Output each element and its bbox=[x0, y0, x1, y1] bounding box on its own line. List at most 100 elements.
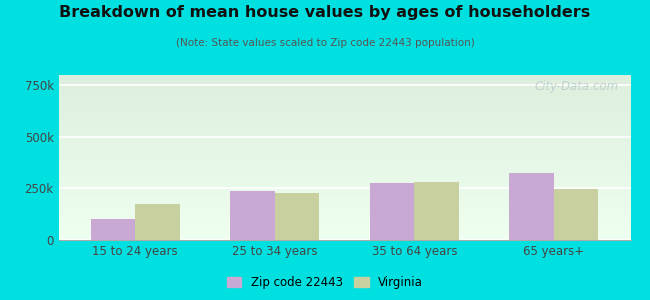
Bar bbox=[58, 96, 630, 97]
Bar bbox=[135, 204, 180, 240]
Bar bbox=[58, 189, 630, 190]
Bar bbox=[58, 181, 630, 182]
Bar bbox=[58, 89, 630, 90]
Bar bbox=[58, 147, 630, 148]
Bar bbox=[58, 225, 630, 226]
Bar bbox=[58, 221, 630, 222]
Bar bbox=[58, 100, 630, 101]
Bar bbox=[58, 220, 630, 221]
Bar bbox=[58, 192, 630, 193]
Bar bbox=[58, 183, 630, 184]
Bar bbox=[58, 93, 630, 94]
Bar bbox=[58, 158, 630, 159]
Bar bbox=[58, 75, 630, 76]
Bar bbox=[58, 80, 630, 81]
Text: (Note: State values scaled to Zip code 22443 population): (Note: State values scaled to Zip code 2… bbox=[176, 38, 474, 47]
Bar bbox=[58, 222, 630, 223]
Bar bbox=[58, 88, 630, 89]
Bar bbox=[58, 149, 630, 150]
Bar bbox=[58, 78, 630, 79]
Bar bbox=[58, 134, 630, 135]
Bar bbox=[58, 86, 630, 87]
Bar bbox=[58, 223, 630, 224]
Bar bbox=[58, 105, 630, 106]
Bar bbox=[58, 188, 630, 189]
Bar bbox=[58, 185, 630, 186]
Bar bbox=[58, 177, 630, 178]
Bar bbox=[58, 82, 630, 83]
Bar bbox=[58, 143, 630, 144]
Bar bbox=[58, 111, 630, 112]
Bar bbox=[58, 152, 630, 153]
Bar bbox=[554, 190, 599, 240]
Bar bbox=[58, 138, 630, 139]
Bar bbox=[58, 130, 630, 131]
Bar bbox=[58, 171, 630, 172]
Bar bbox=[58, 186, 630, 187]
Bar bbox=[58, 210, 630, 211]
Bar bbox=[58, 228, 630, 229]
Bar bbox=[58, 213, 630, 214]
Bar bbox=[58, 203, 630, 204]
Bar bbox=[58, 159, 630, 160]
Bar bbox=[58, 179, 630, 180]
Bar bbox=[58, 176, 630, 177]
Bar bbox=[58, 129, 630, 130]
Bar bbox=[58, 76, 630, 77]
Bar bbox=[58, 131, 630, 132]
Bar bbox=[58, 182, 630, 183]
Bar bbox=[58, 156, 630, 157]
Bar bbox=[58, 199, 630, 200]
Bar bbox=[58, 114, 630, 115]
Bar bbox=[58, 119, 630, 120]
Bar bbox=[58, 164, 630, 165]
Bar bbox=[58, 239, 630, 240]
Bar bbox=[414, 182, 459, 240]
Bar bbox=[58, 151, 630, 152]
Bar bbox=[58, 173, 630, 174]
Bar bbox=[58, 167, 630, 168]
Bar bbox=[58, 87, 630, 88]
Bar bbox=[58, 232, 630, 233]
Bar bbox=[58, 122, 630, 123]
Bar bbox=[58, 99, 630, 100]
Bar bbox=[58, 165, 630, 166]
Bar bbox=[58, 205, 630, 206]
Bar bbox=[58, 230, 630, 231]
Bar bbox=[58, 198, 630, 199]
Bar bbox=[58, 140, 630, 141]
Bar bbox=[58, 109, 630, 110]
Bar bbox=[58, 120, 630, 121]
Bar bbox=[58, 113, 630, 114]
Bar bbox=[58, 215, 630, 216]
Bar bbox=[58, 195, 630, 196]
Bar bbox=[58, 117, 630, 118]
Bar bbox=[58, 121, 630, 122]
Bar bbox=[58, 163, 630, 164]
Bar bbox=[58, 84, 630, 85]
Bar bbox=[58, 170, 630, 171]
Bar bbox=[58, 83, 630, 84]
Bar bbox=[275, 193, 319, 240]
Bar bbox=[58, 196, 630, 197]
Text: City-Data.com: City-Data.com bbox=[535, 80, 619, 93]
Bar bbox=[58, 145, 630, 146]
Bar bbox=[58, 206, 630, 207]
Bar bbox=[58, 233, 630, 234]
Bar bbox=[58, 98, 630, 99]
Bar bbox=[58, 116, 630, 117]
Bar bbox=[58, 234, 630, 235]
Bar bbox=[58, 200, 630, 201]
Bar bbox=[230, 190, 275, 240]
Bar bbox=[58, 126, 630, 127]
Bar bbox=[509, 173, 554, 240]
Bar bbox=[58, 106, 630, 107]
Bar bbox=[58, 136, 630, 137]
Bar bbox=[58, 226, 630, 227]
Bar bbox=[58, 77, 630, 78]
Bar bbox=[58, 236, 630, 237]
Bar bbox=[58, 103, 630, 104]
Bar bbox=[58, 160, 630, 161]
Legend: Zip code 22443, Virginia: Zip code 22443, Virginia bbox=[222, 272, 428, 294]
Bar bbox=[58, 124, 630, 125]
